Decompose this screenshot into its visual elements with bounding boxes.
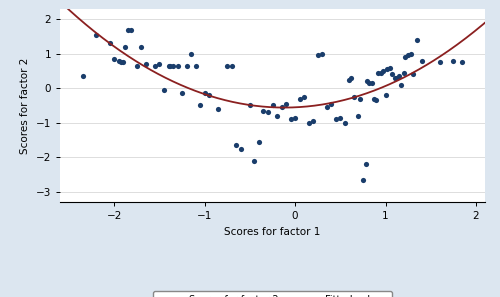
Point bbox=[392, 75, 400, 80]
Point bbox=[200, 91, 208, 96]
Point bbox=[133, 64, 141, 68]
Point bbox=[318, 51, 326, 56]
Point bbox=[404, 53, 412, 58]
Point bbox=[205, 93, 213, 97]
Point bbox=[418, 58, 426, 63]
Point bbox=[273, 113, 281, 118]
Point bbox=[386, 65, 394, 70]
Point bbox=[92, 32, 100, 37]
Point bbox=[458, 60, 466, 65]
Point bbox=[291, 115, 299, 120]
Point bbox=[124, 27, 132, 32]
Point bbox=[323, 105, 331, 110]
Point bbox=[142, 62, 150, 67]
Point bbox=[372, 98, 380, 103]
Point bbox=[390, 75, 398, 80]
Point bbox=[332, 117, 340, 121]
Point bbox=[350, 94, 358, 99]
Point bbox=[120, 60, 128, 65]
Point bbox=[278, 105, 285, 110]
Point bbox=[115, 58, 123, 63]
Point bbox=[347, 75, 355, 80]
Point bbox=[359, 177, 367, 182]
Point bbox=[178, 91, 186, 96]
Point bbox=[377, 70, 385, 75]
Point bbox=[362, 162, 370, 166]
Point bbox=[121, 45, 129, 49]
Point bbox=[78, 74, 86, 78]
Point bbox=[374, 70, 382, 75]
Point bbox=[106, 41, 114, 46]
Point bbox=[379, 69, 387, 73]
Point bbox=[260, 108, 268, 113]
Point bbox=[309, 119, 317, 123]
Point bbox=[402, 55, 409, 60]
Point bbox=[370, 96, 378, 101]
Point bbox=[174, 64, 182, 68]
Point bbox=[250, 158, 258, 163]
Point bbox=[346, 77, 354, 82]
Point bbox=[384, 67, 392, 72]
Point bbox=[228, 64, 236, 68]
Point bbox=[164, 64, 172, 68]
Point bbox=[366, 81, 374, 86]
Point bbox=[166, 64, 174, 68]
Point bbox=[237, 146, 245, 151]
Point bbox=[395, 74, 403, 78]
Point bbox=[151, 64, 159, 68]
Point bbox=[187, 51, 195, 56]
Point bbox=[388, 72, 396, 77]
Point bbox=[282, 101, 290, 106]
Point bbox=[169, 64, 177, 68]
Point bbox=[160, 88, 168, 92]
Y-axis label: Scores for factor 2: Scores for factor 2 bbox=[20, 57, 30, 154]
Point bbox=[138, 45, 145, 49]
Point bbox=[450, 58, 458, 63]
Point bbox=[341, 120, 349, 125]
Point bbox=[368, 81, 376, 86]
Point bbox=[300, 94, 308, 99]
Point bbox=[354, 113, 362, 118]
Point bbox=[436, 60, 444, 65]
Point bbox=[246, 103, 254, 108]
Point bbox=[364, 79, 372, 84]
Point bbox=[264, 110, 272, 115]
Point bbox=[118, 60, 126, 65]
Point bbox=[413, 37, 421, 42]
Point bbox=[110, 56, 118, 61]
Point bbox=[356, 96, 364, 101]
Point bbox=[314, 53, 322, 58]
Point bbox=[192, 64, 200, 68]
Point bbox=[156, 62, 164, 67]
Point bbox=[126, 27, 134, 32]
Legend: Scores for factor 2, Fitted values: Scores for factor 2, Fitted values bbox=[153, 291, 392, 297]
Point bbox=[382, 93, 390, 97]
Point bbox=[328, 101, 336, 106]
Point bbox=[232, 143, 240, 147]
Point bbox=[296, 96, 304, 101]
Point bbox=[255, 139, 263, 144]
Point bbox=[214, 107, 222, 111]
Point bbox=[407, 51, 415, 56]
Point bbox=[196, 103, 204, 108]
Point bbox=[400, 70, 407, 75]
Point bbox=[182, 64, 190, 68]
Point bbox=[286, 117, 294, 121]
Point bbox=[408, 72, 416, 77]
Point bbox=[397, 82, 405, 87]
X-axis label: Scores for factor 1: Scores for factor 1 bbox=[224, 227, 320, 236]
Point bbox=[304, 120, 312, 125]
Point bbox=[336, 115, 344, 120]
Point bbox=[268, 103, 276, 108]
Point bbox=[224, 64, 232, 68]
